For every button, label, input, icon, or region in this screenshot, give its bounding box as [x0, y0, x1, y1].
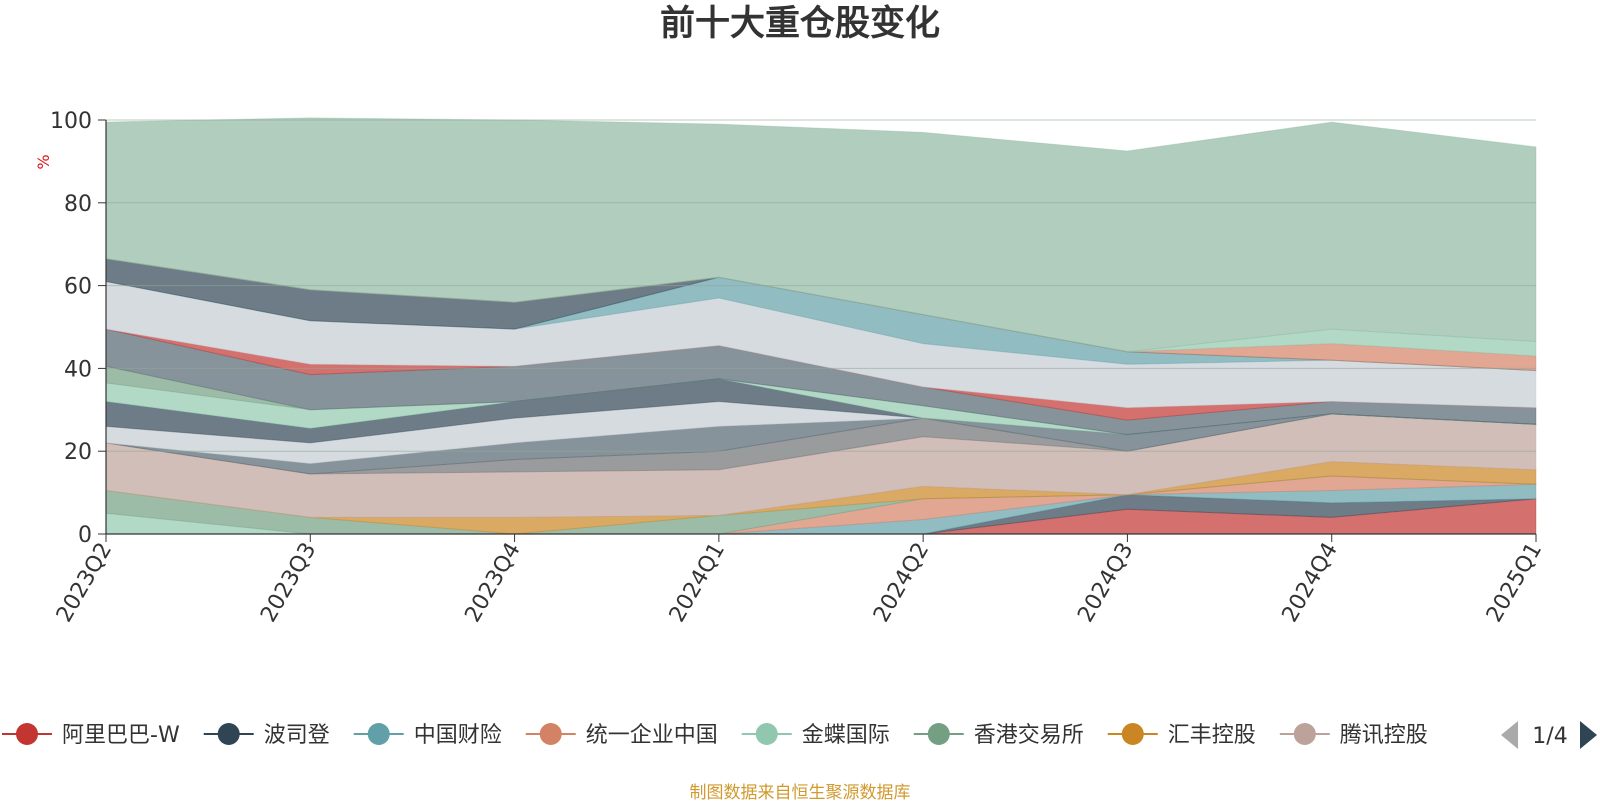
legend-item-7[interactable]: 腾讯控股 — [1279, 723, 1428, 748]
x-tick-label: 2023Q2 — [52, 539, 117, 627]
legend-circle-icon — [217, 723, 240, 745]
grid-lines — [106, 119, 1536, 452]
x-tick-label: 2024Q4 — [1278, 539, 1343, 627]
legend-item-0[interactable]: 阿里巴巴-W — [2, 723, 180, 748]
x-tick-label: 2023Q3 — [256, 539, 321, 627]
legend-item-6[interactable]: 汇丰控股 — [1107, 723, 1256, 748]
legend-circle-icon — [755, 723, 778, 745]
legend-page-indicator: 1/4 — [1532, 724, 1567, 749]
legend-item-2[interactable]: 中国财险 — [353, 723, 502, 748]
x-tick-label: 2024Q2 — [869, 539, 934, 627]
legend-circle-icon — [16, 723, 38, 745]
legend-circle-icon — [1293, 723, 1316, 745]
legend-circle-icon — [1121, 723, 1144, 745]
legend-label: 统一企业中国 — [586, 723, 718, 748]
triangle-left-icon[interactable] — [1501, 721, 1518, 749]
legend-item-3[interactable]: 统一企业中国 — [525, 723, 718, 748]
legend-circle-icon — [367, 723, 390, 745]
chart-title: 前十大重仓股变化 — [660, 4, 940, 44]
triangle-right-icon[interactable] — [1580, 721, 1597, 749]
x-tick-label: 2024Q1 — [665, 539, 730, 627]
y-tick-label: 20 — [64, 440, 92, 465]
area-series-7 — [105, 413, 1537, 518]
legend-pager: 1/4 — [1501, 721, 1597, 749]
area-series-21 — [105, 117, 1537, 353]
x-tick-label: 2023Q4 — [460, 539, 525, 627]
legend-label: 中国财险 — [414, 723, 502, 748]
y-tick-label: 100 — [50, 109, 92, 134]
legend-item-5[interactable]: 香港交易所 — [913, 723, 1084, 748]
area-series-group — [105, 117, 1537, 535]
legend-circle-icon — [927, 723, 950, 745]
y-tick-label: 60 — [64, 275, 92, 300]
legend-label: 腾讯控股 — [1340, 723, 1428, 748]
legend-circle-icon — [539, 723, 562, 745]
y-tick-label: 0 — [78, 523, 92, 548]
y-tick-label: 40 — [64, 357, 92, 382]
legend-item-4[interactable]: 金蝶国际 — [741, 723, 890, 748]
legend-label: 汇丰控股 — [1168, 723, 1256, 748]
data-source-note: 制图数据来自恒生聚源数据库 — [689, 783, 911, 803]
x-tick-label: 2025Q1 — [1482, 539, 1547, 627]
legend-label: 阿里巴巴-W — [62, 723, 180, 748]
legend-label: 金蝶国际 — [802, 723, 890, 748]
y-axis-label: % — [34, 154, 53, 169]
legend-label: 波司登 — [264, 723, 330, 748]
y-tick-label: 80 — [64, 192, 92, 217]
legend-label: 香港交易所 — [974, 723, 1084, 748]
x-tick-label: 2024Q3 — [1073, 539, 1138, 627]
legend-item-1[interactable]: 波司登 — [203, 723, 330, 748]
legend: 阿里巴巴-W 波司登 中国财险 统一企业中国 金蝶国际 香港交易所 汇丰控股 腾讯控股 1/4 — [2, 721, 1597, 749]
